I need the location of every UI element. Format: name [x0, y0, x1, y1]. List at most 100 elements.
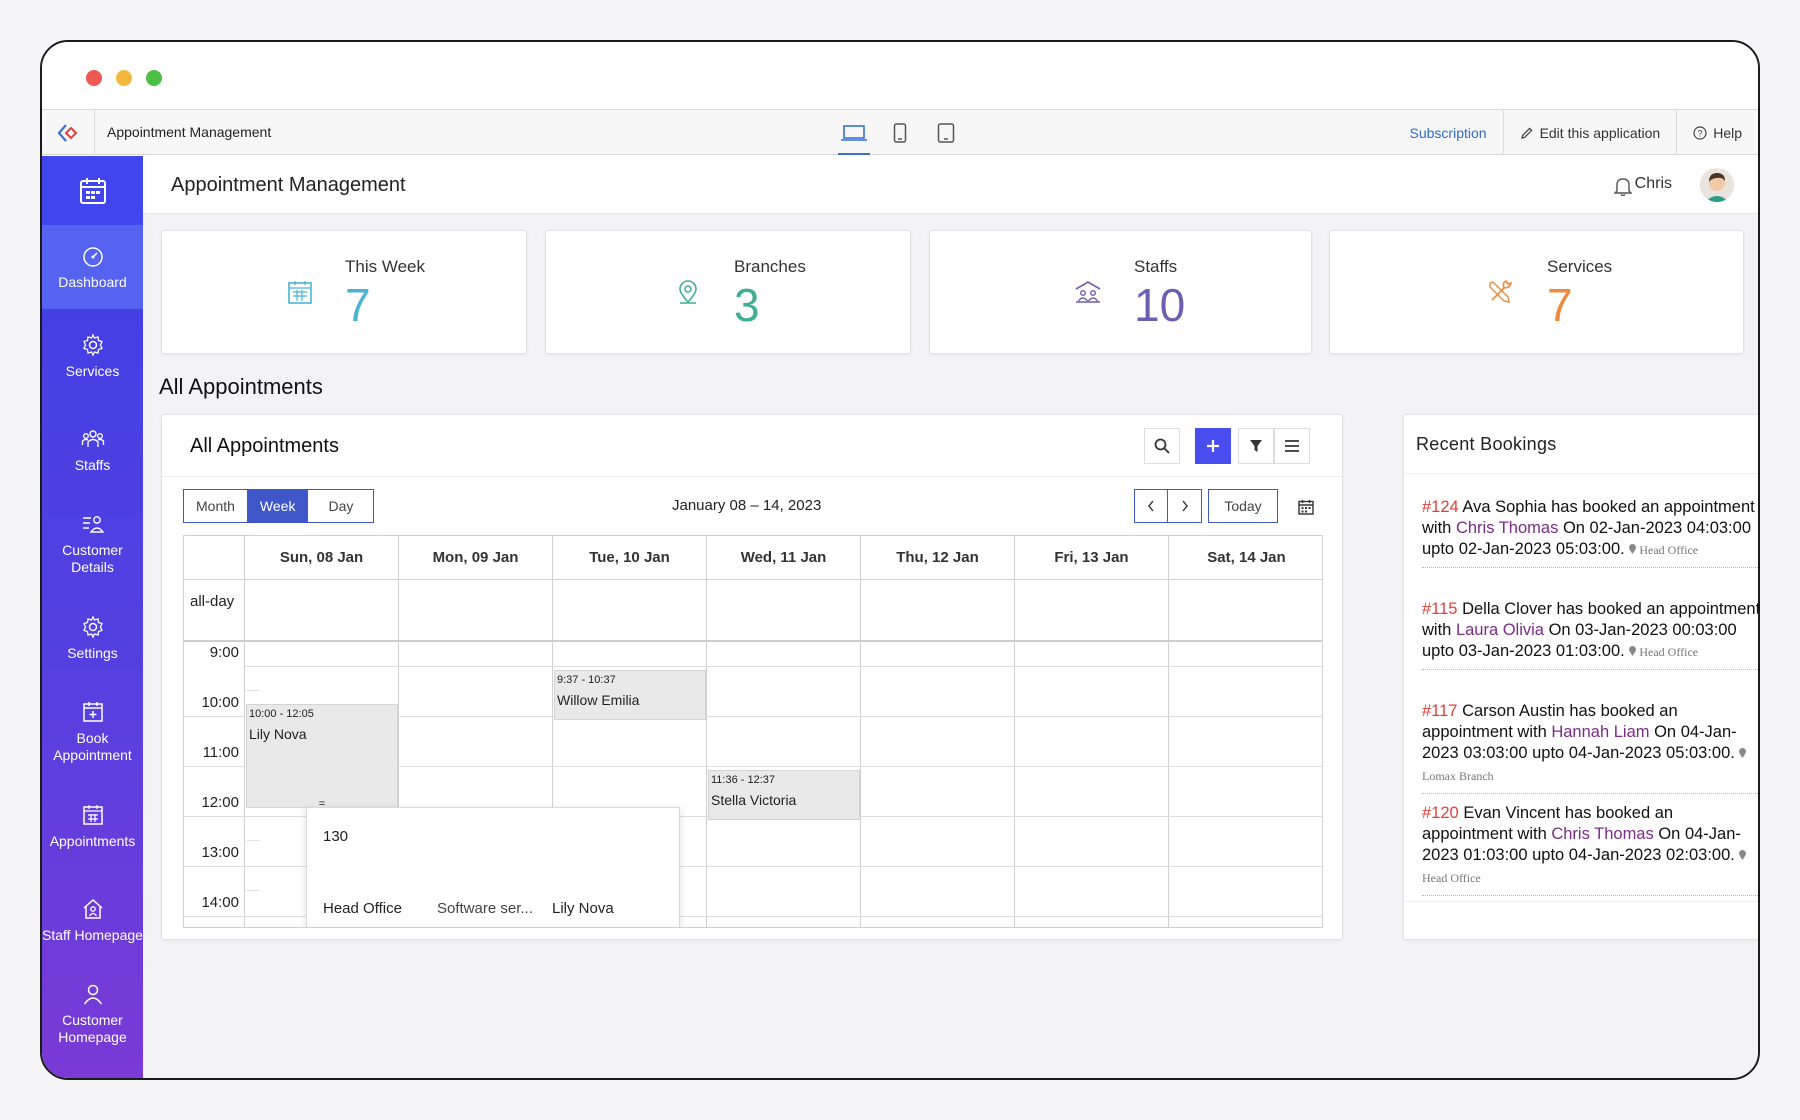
booking-location: Head Office	[1639, 645, 1699, 659]
appointment-event[interactable]: 10:00 - 12:05 Lily Nova =	[246, 704, 398, 810]
today-button[interactable]: Today	[1208, 489, 1278, 523]
sidebar-item-label: Services	[65, 362, 120, 379]
location-pin-icon	[1629, 544, 1637, 554]
sidebar-item-label: Customer Homepage	[58, 1012, 127, 1045]
booking-id[interactable]: #115	[1422, 600, 1458, 618]
help-button[interactable]: ? Help	[1676, 110, 1758, 155]
day-header[interactable]: Fri, 13 Jan	[1015, 536, 1169, 580]
date-picker-icon[interactable]	[1298, 499, 1314, 515]
booking-item[interactable]: #117 Carson Austin has booked an appoint…	[1422, 701, 1758, 794]
sidebar-item-customer-homepage[interactable]: Customer Homepage	[42, 967, 143, 1061]
appointment-details-popover[interactable]: 130 Head Office Software ser... Lily Nov…	[306, 807, 680, 927]
booking-id[interactable]: #117	[1422, 702, 1458, 720]
mobile-preview-button[interactable]	[884, 118, 916, 148]
view-month-button[interactable]: Month	[184, 490, 248, 522]
booking-staff[interactable]: Hannah Liam	[1551, 723, 1650, 741]
day-column[interactable]	[399, 580, 553, 927]
appointments-calendar-card: All Appointments Month Week Day January …	[161, 414, 1343, 940]
day-header[interactable]: Tue, 10 Jan	[553, 536, 707, 580]
sidebar-item-customer-details[interactable]: Customer Details	[42, 497, 143, 591]
booking-item[interactable]: #120 Evan Vincent has booked an appointm…	[1422, 803, 1758, 896]
app-logo-icon[interactable]	[56, 122, 78, 144]
day-header[interactable]: Sun, 08 Jan	[245, 536, 399, 580]
stats-row: This Week 7 Branches 3 Staffs 10	[161, 230, 1744, 354]
calendar-plus-icon	[82, 702, 103, 722]
customer-details-icon	[82, 516, 104, 533]
user-name[interactable]: Chris	[1634, 175, 1672, 192]
booking-staff[interactable]: Laura Olivia	[1455, 621, 1544, 639]
popover-appointment-id: 130	[323, 828, 349, 845]
stat-value: 7	[1547, 279, 1573, 331]
time-label: 10:00	[201, 694, 239, 711]
help-icon: ?	[1693, 125, 1707, 140]
booking-id[interactable]: #120	[1422, 804, 1459, 822]
sidebar: Dashboard Services Staffs Customer Detai…	[42, 156, 143, 1078]
sidebar-item-settings[interactable]: Settings	[42, 591, 143, 685]
day-column[interactable]	[245, 580, 399, 927]
booking-item[interactable]: #115 Della Clover has booked an appointm…	[1422, 599, 1758, 670]
appointment-event[interactable]: 11:36 - 12:37 Stella Victoria	[708, 770, 860, 820]
day-column[interactable]	[1169, 580, 1322, 927]
stat-card-branches[interactable]: Branches 3	[545, 230, 911, 354]
subscription-link[interactable]: Subscription	[1409, 124, 1487, 141]
sidebar-item-staff-homepage[interactable]: Staff Homepage	[42, 873, 143, 967]
stat-icon-circle	[654, 258, 722, 326]
event-name: Willow Emilia	[557, 692, 640, 708]
stat-label: Services	[1547, 257, 1613, 276]
avatar-image	[1700, 168, 1734, 202]
sidebar-item-services[interactable]: Services	[42, 309, 143, 403]
home-user-icon	[83, 898, 102, 919]
user-icon	[83, 984, 102, 1005]
search-button[interactable]	[1144, 428, 1180, 464]
stat-card-services[interactable]: Services 7	[1329, 230, 1744, 354]
next-week-button[interactable]	[1168, 490, 1201, 522]
sidebar-item-book-appointment[interactable]: Book Appointment	[42, 685, 143, 779]
view-day-button[interactable]: Day	[328, 498, 354, 514]
device-preview-switcher	[838, 118, 962, 155]
day-column[interactable]	[707, 580, 861, 927]
calendar-icon	[288, 281, 312, 304]
minimize-window-button[interactable]	[116, 70, 132, 86]
event-resize-handle[interactable]: =	[318, 798, 326, 810]
office-staff-icon	[1075, 281, 1101, 303]
stat-card-this-week[interactable]: This Week 7	[161, 230, 527, 354]
window-titlebar	[42, 42, 1758, 110]
maximize-window-button[interactable]	[146, 70, 162, 86]
appointment-event[interactable]: 9:37 - 10:37 Willow Emilia	[554, 670, 706, 720]
bell-icon[interactable]	[1614, 176, 1632, 196]
pencil-icon	[1520, 126, 1533, 139]
sidebar-item-appointments[interactable]: Appointments	[42, 779, 143, 873]
day-header[interactable]: Sat, 14 Jan	[1169, 536, 1322, 580]
sidebar-item-dashboard[interactable]: Dashboard	[42, 225, 143, 309]
svg-text:?: ?	[1698, 128, 1703, 138]
sidebar-home[interactable]	[42, 156, 143, 225]
avatar[interactable]	[1700, 168, 1734, 202]
close-window-button[interactable]	[86, 70, 102, 86]
day-header[interactable]: Wed, 11 Jan	[707, 536, 861, 580]
add-appointment-button[interactable]	[1195, 428, 1231, 464]
sidebar-item-staffs[interactable]: Staffs	[42, 403, 143, 497]
day-header[interactable]: Thu, 12 Jan	[861, 536, 1015, 580]
booking-staff[interactable]: Chris Thomas	[1455, 519, 1559, 537]
menu-icon	[1285, 440, 1299, 452]
menu-button[interactable]	[1274, 428, 1310, 464]
previous-week-button[interactable]	[1135, 490, 1168, 522]
booking-staff[interactable]: Chris Thomas	[1551, 825, 1654, 843]
filter-button[interactable]	[1238, 428, 1274, 464]
tablet-preview-button[interactable]	[930, 118, 962, 148]
edit-application-button[interactable]: Edit this application	[1502, 110, 1677, 155]
stat-label: This Week	[345, 257, 425, 276]
booking-id[interactable]: #124	[1422, 498, 1459, 516]
day-header[interactable]: Mon, 09 Jan	[399, 536, 553, 580]
view-week-button[interactable]: Week	[247, 490, 309, 522]
stat-card-staffs[interactable]: Staffs 10	[929, 230, 1312, 354]
day-column[interactable]	[861, 580, 1015, 927]
phone-icon	[893, 123, 907, 143]
booking-item[interactable]: #124 Ava Sophia has booked an appointmen…	[1422, 497, 1758, 568]
day-column[interactable]	[553, 580, 707, 927]
day-column[interactable]	[1015, 580, 1169, 927]
desktop-preview-button[interactable]	[838, 118, 870, 155]
time-label: 12:00	[201, 794, 239, 811]
calendar-card-title: All Appointments	[190, 435, 339, 457]
popover-branch: Head Office	[323, 900, 402, 917]
